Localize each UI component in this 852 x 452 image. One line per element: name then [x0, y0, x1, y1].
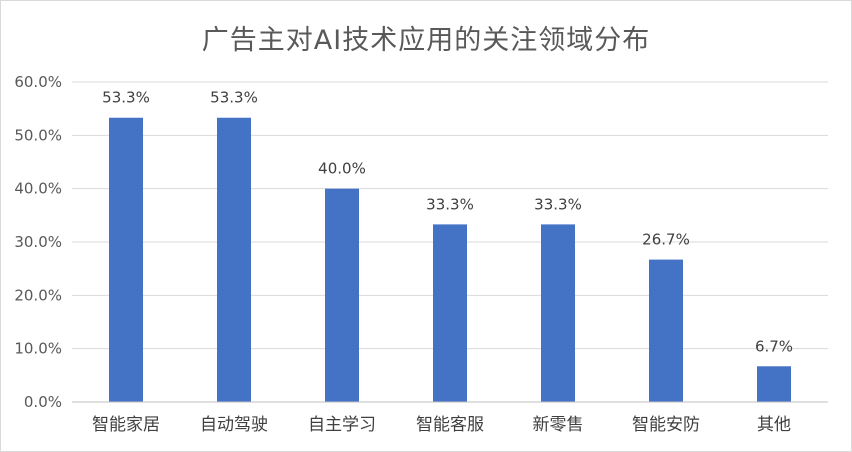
data-label: 33.3%	[534, 195, 582, 213]
x-tick-label: 新零售	[533, 415, 584, 435]
y-tick-label: 20.0%	[14, 286, 62, 304]
x-tick-label: 自主学习	[308, 415, 376, 435]
bar	[649, 259, 683, 402]
x-tick-label: 自动驾驶	[200, 415, 268, 435]
data-label: 40.0%	[318, 160, 366, 178]
x-tick-label: 智能安防	[632, 415, 700, 435]
y-tick-label: 0.0%	[24, 393, 62, 411]
bar	[217, 117, 251, 402]
x-tick-label: 其他	[757, 415, 791, 435]
bar	[325, 188, 359, 402]
x-tick-label: 智能客服	[416, 415, 484, 435]
bar	[757, 366, 791, 402]
x-tick-label: 智能家居	[92, 415, 160, 435]
chart-title: 广告主对AI技术应用的关注领域分布	[201, 25, 651, 56]
y-tick-label: 30.0%	[14, 233, 62, 251]
bar	[433, 224, 467, 402]
bar	[109, 117, 143, 402]
y-tick-label: 40.0%	[14, 180, 62, 198]
data-label: 6.7%	[755, 337, 793, 355]
y-tick-label: 10.0%	[14, 340, 62, 358]
y-tick-label: 60.0%	[14, 73, 62, 91]
bar	[541, 224, 575, 402]
data-label: 53.3%	[210, 89, 258, 107]
data-label: 33.3%	[426, 195, 474, 213]
data-label: 53.3%	[102, 89, 150, 107]
y-tick-label: 50.0%	[14, 126, 62, 144]
data-label: 26.7%	[642, 231, 690, 249]
